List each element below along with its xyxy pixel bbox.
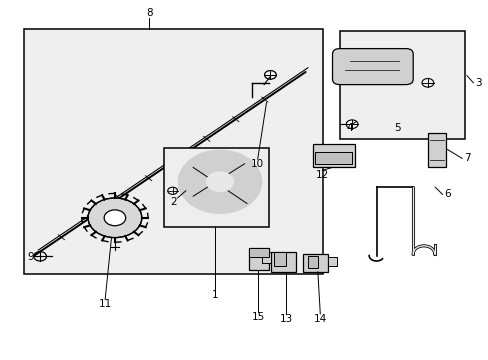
Bar — [427, 133, 446, 167]
Bar — [312, 144, 354, 167]
Ellipse shape — [206, 172, 233, 192]
Text: 11: 11 — [98, 299, 112, 309]
Bar — [271, 252, 295, 272]
Text: 9: 9 — [27, 252, 34, 262]
Circle shape — [104, 210, 125, 226]
Text: 2: 2 — [170, 197, 177, 207]
Text: 8: 8 — [145, 8, 152, 18]
Bar — [249, 248, 268, 270]
Bar — [261, 252, 271, 263]
Text: 5: 5 — [393, 123, 400, 133]
Bar — [339, 31, 464, 139]
Text: 14: 14 — [313, 314, 326, 324]
Text: 4: 4 — [346, 123, 352, 133]
Bar — [303, 254, 327, 272]
Text: 15: 15 — [251, 312, 264, 322]
Bar — [327, 257, 337, 266]
Text: 13: 13 — [279, 314, 292, 324]
Bar — [24, 29, 322, 274]
Text: 3: 3 — [474, 78, 481, 88]
Text: 1: 1 — [211, 290, 218, 300]
Text: 7: 7 — [463, 153, 469, 163]
Text: 12: 12 — [315, 170, 329, 180]
Text: 10: 10 — [251, 159, 264, 169]
Circle shape — [88, 198, 142, 238]
Bar — [307, 256, 317, 268]
Ellipse shape — [178, 150, 261, 213]
Bar — [273, 252, 285, 266]
Bar — [249, 248, 268, 257]
Bar — [163, 148, 268, 227]
Text: 6: 6 — [443, 189, 450, 199]
Bar — [315, 152, 351, 164]
FancyBboxPatch shape — [332, 49, 412, 85]
